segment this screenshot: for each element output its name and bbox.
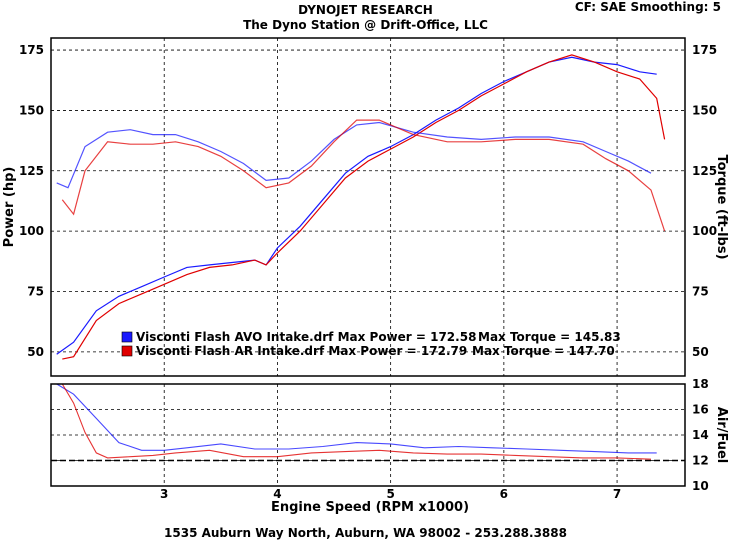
main-plot-frame [50, 37, 686, 377]
avo-afr-line [56, 383, 657, 454]
afr-plot-frame [50, 383, 686, 487]
chart-subtitle: The Dyno Station @ Drift-Office, LLC [243, 18, 488, 32]
legend-entry: Visconti Flash AR Intake.drf Max Power =… [121, 344, 615, 358]
tick-label-rpm: 7 [613, 487, 621, 501]
legend-torque: Max Torque = 145.83 [478, 330, 621, 344]
legend-swatch [121, 331, 133, 343]
legend-swatch [121, 345, 133, 357]
tick-label-rpm: 4 [273, 487, 281, 501]
tick-label-torque: 75 [692, 285, 709, 299]
legend: Visconti Flash AVO Intake.drf Max Power … [121, 330, 621, 358]
ar-power-line [62, 54, 666, 360]
tick-label-torque: 175 [692, 43, 717, 57]
tick-label-power: 100 [19, 224, 44, 238]
tick-label-afr: 18 [692, 377, 709, 391]
y-axis-label-power: Power (hp) [2, 167, 17, 248]
y-axis-label-afr: Air/Fuel [714, 407, 729, 463]
grid [51, 38, 685, 486]
tick-label-afr: 14 [692, 428, 709, 442]
tick-label-power: 175 [19, 43, 44, 57]
chart-title: DYNOJET RESEARCH [298, 3, 433, 17]
axis-ticks: 50 50 75 75 100 100 125 125 150 150 175 175 3 4 5 6 7 10 1… [19, 43, 717, 501]
tick-label-torque: 50 [692, 345, 709, 359]
tick-label-power: 75 [27, 285, 44, 299]
ar-torque-line [61, 119, 666, 232]
avo-torque-line [56, 121, 652, 189]
y-axis-label-torque: Torque (ft-lbs) [714, 154, 729, 259]
tick-label-afr: 16 [692, 403, 709, 417]
tick-label-torque: 150 [692, 103, 717, 117]
legend-label: Visconti Flash AVO Intake.drf Max Power … [136, 330, 476, 344]
tick-label-power: 125 [19, 164, 44, 178]
tick-label-afr: 10 [692, 479, 709, 493]
tick-label-rpm: 6 [500, 487, 508, 501]
series-lines [56, 54, 666, 460]
legend-entry: Visconti Flash AVO Intake.drf Max Power … [121, 330, 621, 344]
legend-torque: Max Torque = 147.70 [472, 344, 615, 358]
settings-label: CF: SAE Smoothing: 5 [574, 0, 721, 14]
tick-label-power: 150 [19, 103, 44, 117]
avo-power-line [56, 56, 657, 355]
tick-label-power: 50 [27, 345, 44, 359]
ar-afr-line [61, 383, 652, 460]
tick-label-torque: 125 [692, 164, 717, 178]
tick-label-afr: 12 [692, 454, 709, 468]
x-axis-label: Engine Speed (RPM x1000) [271, 500, 469, 515]
tick-label-rpm: 3 [160, 487, 168, 501]
tick-label-rpm: 5 [386, 487, 394, 501]
legend-label: Visconti Flash AR Intake.drf Max Power =… [136, 344, 467, 358]
footer-address: 1535 Auburn Way North, Auburn, WA 98002 … [164, 526, 567, 540]
tick-label-torque: 100 [692, 224, 717, 238]
